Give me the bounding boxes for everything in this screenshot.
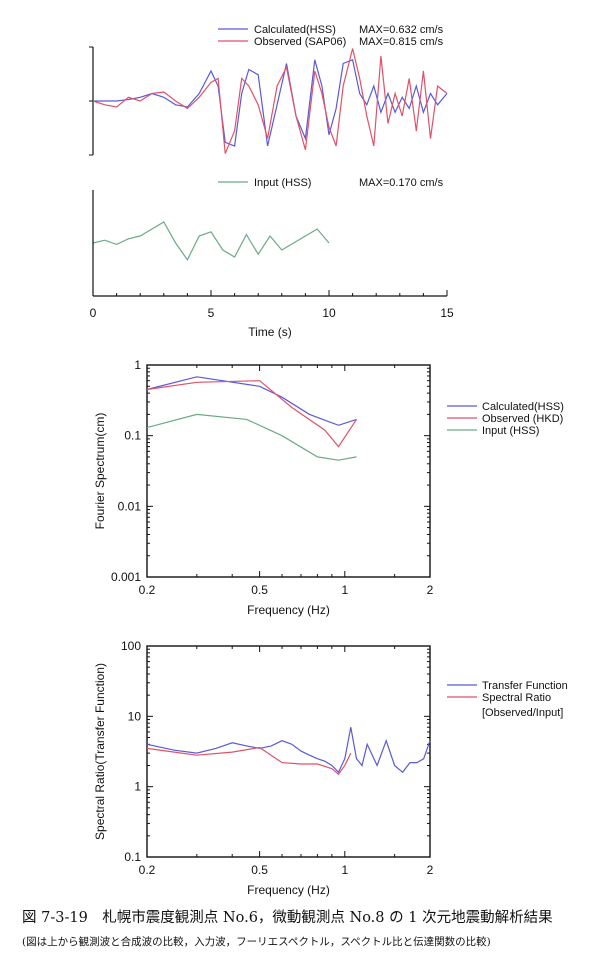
fourier-x-tick-label: 0.5 — [251, 583, 268, 597]
fourier-legend-label: Observed (HKD) — [482, 413, 563, 425]
legend-label: Calculated(HSS) — [254, 24, 336, 36]
fourier-x-tick-label: 1 — [341, 583, 348, 597]
ratio-series-line — [146, 727, 431, 774]
ratio-x-tick-label: 0.5 — [251, 863, 268, 877]
legend-label: Observed (SAP06) — [254, 36, 346, 48]
fourier-y-axis-title: Fourier Spectrum(cm) — [93, 413, 107, 530]
fourier-series-line — [146, 376, 357, 426]
time-tick-label: 15 — [440, 306, 454, 320]
legend-label: Input (HSS) — [254, 177, 311, 189]
fourier-x-axis-title: Frequency (Hz) — [247, 603, 330, 617]
fourier-x-tick-label: 2 — [427, 583, 434, 597]
ratio-y-tick-label: 100 — [121, 639, 141, 653]
ratio-x-axis-title: Frequency (Hz) — [247, 883, 330, 897]
legend-max-label: MAX=0.170 cm/s — [359, 177, 444, 189]
fourier-plot-frame — [146, 364, 431, 578]
ratio-legend-label: Spectral Ratio — [482, 692, 551, 704]
ratio-y-tick-label: 10 — [128, 709, 142, 723]
legend-max-label: MAX=0.632 cm/s — [359, 24, 444, 36]
fourier-series-line — [146, 380, 358, 448]
ratio-y-tick-label: 1 — [134, 780, 141, 794]
input-wave-line — [92, 221, 330, 261]
ratio-series-line — [146, 746, 352, 776]
ratio-plot-frame — [146, 645, 431, 858]
fourier-y-tick-label: 0.001 — [111, 570, 141, 584]
time-axis-title: Time (s) — [248, 325, 292, 339]
fourier-legend-label: Calculated(HSS) — [482, 401, 564, 413]
ratio-x-tick-label: 0.2 — [139, 863, 156, 877]
ratio-x-tick-label: 2 — [427, 863, 434, 877]
time-tick-label: 10 — [322, 306, 336, 320]
figure-caption-note: (図は上から観測波と合成波の比較，入力波，フーリエスペクトル，スペクトル比と伝達… — [22, 936, 491, 948]
fourier-series-line — [146, 413, 357, 461]
fourier-y-tick-label: 1 — [134, 358, 141, 372]
fourier-legend-label: Input (HSS) — [482, 425, 539, 437]
time-tick-label: 0 — [90, 306, 97, 320]
ratio-legend-label: [Observed/Input] — [482, 707, 563, 719]
ratio-y-axis-title: Spectral Ratio(Transfer Function) — [93, 663, 107, 840]
fourier-y-tick-label: 0.1 — [124, 429, 141, 443]
ratio-x-tick-label: 1 — [341, 863, 348, 877]
wave-series-line — [93, 58, 448, 147]
ratio-legend-label: Transfer Function — [482, 680, 568, 692]
legend-max-label: MAX=0.815 cm/s — [359, 36, 444, 48]
figure-caption: 図 7-3-19 札幌市震度観測点 No.6，微動観測点 No.8 の 1 次元… — [22, 910, 553, 926]
wave-series-line — [92, 48, 448, 154]
time-tick-label: 5 — [208, 306, 215, 320]
ratio-y-tick-label: 0.1 — [124, 850, 141, 864]
fourier-y-tick-label: 0.01 — [118, 499, 142, 513]
fourier-x-tick-label: 0.2 — [139, 583, 156, 597]
